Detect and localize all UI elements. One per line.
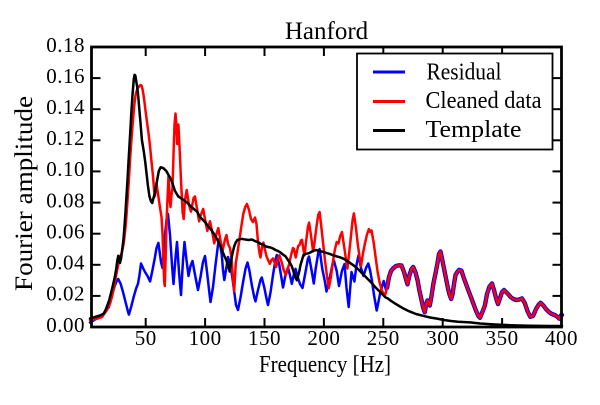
svg-text:200: 200	[307, 326, 340, 350]
svg-text:0.00: 0.00	[46, 313, 85, 337]
svg-text:100: 100	[189, 326, 222, 350]
svg-text:0.18: 0.18	[46, 33, 85, 57]
svg-text:50: 50	[135, 326, 157, 350]
svg-text:0.10: 0.10	[46, 157, 85, 181]
svg-text:Residual: Residual	[427, 60, 502, 86]
svg-text:0.08: 0.08	[46, 188, 85, 212]
svg-text:0.02: 0.02	[46, 282, 85, 306]
svg-text:Hanford: Hanford	[285, 18, 369, 45]
svg-text:350: 350	[486, 326, 519, 350]
svg-text:Fourier amplitude: Fourier amplitude	[11, 96, 38, 291]
svg-text:0.12: 0.12	[46, 126, 85, 150]
svg-text:Frequency [Hz]: Frequency [Hz]	[259, 352, 391, 378]
svg-text:250: 250	[367, 326, 400, 350]
svg-text:0.04: 0.04	[46, 251, 85, 275]
svg-text:0.14: 0.14	[46, 95, 85, 119]
svg-text:150: 150	[248, 326, 281, 350]
svg-text:Template: Template	[426, 117, 522, 143]
svg-text:300: 300	[426, 326, 459, 350]
svg-text:0.16: 0.16	[46, 64, 85, 88]
svg-text:400: 400	[545, 326, 578, 350]
svg-text:0.06: 0.06	[46, 220, 85, 244]
svg-text:Cleaned data: Cleaned data	[426, 88, 542, 114]
